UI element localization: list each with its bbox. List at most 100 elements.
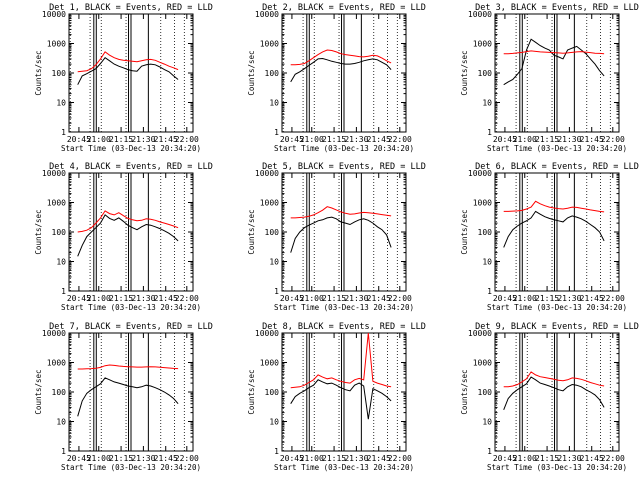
series-lld-line (290, 49, 392, 66)
y-axis-label: Counts/sec (460, 209, 469, 254)
x-axis-label: Start Time (03-Dec-13 20:34:20) (61, 303, 201, 312)
x-tick-label: 22:00 (388, 294, 412, 303)
series-lld-line (77, 364, 179, 370)
y-axis-label: Counts/sec (34, 209, 43, 254)
x-tick-label: 20:45 (493, 454, 517, 463)
panel-det-1: Det 1, BLACK = Events, RED = LLD 1 10 100 10… (34, 3, 213, 153)
y-tick-label: 100 (478, 388, 493, 397)
x-tick-label: 21:45 (154, 454, 178, 463)
x-tick-label: 22:00 (388, 454, 412, 463)
y-tick-label: 1000 (473, 199, 492, 208)
series-events-line (77, 377, 179, 417)
x-tick-label: 21:30 (557, 294, 581, 303)
x-tick-label: 21:15 (109, 454, 133, 463)
panel-title: Det 8, BLACK = Events, RED = LLD (262, 322, 426, 332)
x-tick-label: 21:00 (513, 294, 537, 303)
y-tick-label: 1 (61, 447, 66, 456)
x-tick-label: 21:45 (367, 294, 391, 303)
series-lld-line (503, 200, 605, 213)
x-tick-label: 20:45 (67, 454, 91, 463)
y-tick-label: 1 (61, 287, 66, 296)
x-tick-label: 20:45 (280, 135, 304, 144)
y-tick-label: 10000 (468, 169, 492, 178)
x-tick-label: 21:45 (580, 135, 604, 144)
x-tick-label: 20:45 (280, 454, 304, 463)
y-tick-label: 1 (487, 287, 492, 296)
y-tick-label: 100 (265, 388, 280, 397)
x-tick-label: 20:45 (67, 135, 91, 144)
y-tick-label: 1000 (260, 359, 279, 368)
series-lld-line (503, 50, 605, 55)
panel-title: Det 2, BLACK = Events, RED = LLD (262, 3, 426, 13)
y-tick-label: 1 (274, 287, 279, 296)
y-tick-label: 10 (482, 418, 492, 427)
x-axis-label: Start Time (03-Dec-13 20:34:20) (274, 303, 414, 312)
y-axis-label: Counts/sec (247, 369, 256, 414)
y-tick-label: 1 (61, 128, 66, 137)
x-tick-label: 21:30 (344, 294, 368, 303)
series-events-line (503, 210, 605, 248)
x-tick-label: 22:00 (175, 294, 199, 303)
y-tick-label: 1 (274, 128, 279, 137)
x-tick-label: 22:00 (601, 454, 625, 463)
series-lld-line (77, 210, 179, 233)
x-tick-label: 21:00 (513, 454, 537, 463)
y-tick-label: 100 (478, 69, 493, 78)
x-tick-label: 21:15 (535, 294, 559, 303)
x-tick-label: 21:00 (87, 294, 111, 303)
y-tick-label: 10000 (42, 169, 66, 178)
series-events-line (503, 38, 605, 86)
x-tick-label: 21:15 (322, 294, 346, 303)
series-events-line (290, 216, 392, 253)
series-lld-line (77, 51, 179, 73)
y-tick-label: 1 (487, 128, 492, 137)
x-tick-label: 22:00 (388, 135, 412, 144)
x-tick-label: 20:45 (67, 294, 91, 303)
y-tick-label: 10 (56, 258, 66, 267)
x-tick-label: 21:30 (131, 294, 155, 303)
y-tick-label: 10 (56, 99, 66, 108)
x-tick-label: 21:45 (154, 294, 178, 303)
y-axis-label: Counts/sec (460, 50, 469, 95)
panel-det-6: Det 6, BLACK = Events, RED = LLD 1 10 100 10… (460, 162, 639, 312)
y-axis-label: Counts/sec (34, 369, 43, 414)
x-axis-label: Start Time (03-Dec-13 20:34:20) (274, 463, 414, 472)
x-tick-label: 21:15 (322, 454, 346, 463)
y-axis-label: Counts/sec (247, 209, 256, 254)
x-tick-label: 21:45 (367, 454, 391, 463)
y-tick-label: 10000 (468, 329, 492, 338)
panel-det-9: Det 9, BLACK = Events, RED = LLD 1 10 100 10… (460, 322, 639, 472)
series-lld-line (503, 371, 605, 388)
panel-title: Det 4, BLACK = Events, RED = LLD (49, 162, 213, 172)
y-tick-label: 100 (265, 69, 280, 78)
y-tick-label: 10 (482, 258, 492, 267)
panel-det-5: Det 5, BLACK = Events, RED = LLD 1 10 100 10… (247, 162, 426, 312)
y-tick-label: 10000 (42, 10, 66, 19)
x-tick-label: 21:15 (535, 454, 559, 463)
x-tick-label: 22:00 (175, 454, 199, 463)
x-tick-label: 21:00 (513, 135, 537, 144)
y-axis-label: Counts/sec (247, 50, 256, 95)
x-tick-label: 21:00 (300, 294, 324, 303)
panel-det-3: Det 3, BLACK = Events, RED = LLD 1 10 100 10… (460, 3, 639, 153)
panel-det-8: Det 8, BLACK = Events, RED = LLD 1 10 100 10… (247, 322, 426, 472)
y-tick-label: 100 (478, 228, 493, 237)
x-tick-label: 21:45 (367, 135, 391, 144)
y-tick-label: 1000 (473, 40, 492, 49)
x-tick-label: 20:45 (280, 294, 304, 303)
x-tick-label: 20:45 (493, 135, 517, 144)
x-tick-label: 21:15 (322, 135, 346, 144)
x-tick-label: 21:45 (580, 454, 604, 463)
y-tick-label: 10000 (255, 329, 279, 338)
x-tick-label: 21:30 (344, 135, 368, 144)
x-tick-label: 21:30 (131, 135, 155, 144)
series-events-line (290, 57, 392, 83)
x-tick-label: 21:00 (87, 454, 111, 463)
x-tick-label: 21:15 (535, 135, 559, 144)
y-tick-label: 10000 (255, 10, 279, 19)
x-tick-label: 22:00 (601, 294, 625, 303)
x-tick-label: 21:45 (580, 294, 604, 303)
x-tick-label: 21:00 (300, 135, 324, 144)
panel-det-4: Det 4, BLACK = Events, RED = LLD 1 10 100 10… (34, 162, 213, 312)
